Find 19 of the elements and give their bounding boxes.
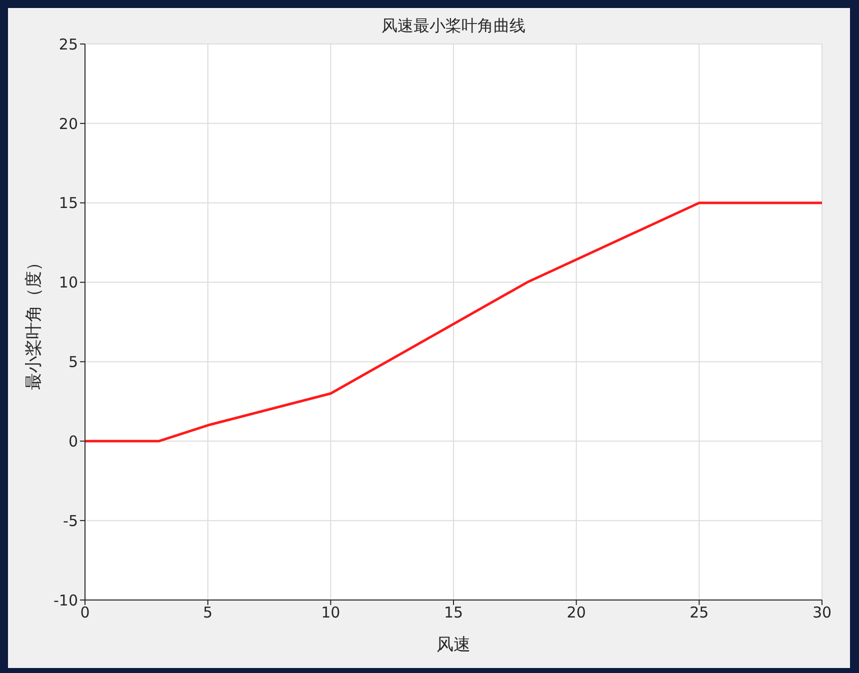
- y-tick-label: -10: [54, 591, 78, 610]
- y-tick-label: -5: [63, 512, 78, 530]
- line-series: [85, 202, 822, 442]
- x-tick-label: 10: [321, 604, 340, 622]
- y-tick-label: 0: [68, 432, 78, 450]
- x-tick-label: 25: [690, 604, 709, 622]
- x-tick-label: 0: [80, 604, 90, 622]
- x-axis-title: 风速: [436, 635, 470, 655]
- y-tick-label: 25: [58, 35, 78, 54]
- y-tick-label: 15: [58, 194, 78, 212]
- x-tick-label: 5: [203, 604, 213, 622]
- y-axis-title: 最小桨叶角（度）: [24, 254, 44, 390]
- y-tick-label: 10: [58, 274, 78, 292]
- chart-title: 风速最小桨叶角曲线: [380, 16, 526, 37]
- y-tick-label: 5: [68, 353, 78, 372]
- y-tick-label: 20: [58, 114, 78, 133]
- x-tick-label: 30: [812, 604, 832, 622]
- x-tick-label: 20: [566, 604, 586, 622]
- x-tick-label: 15: [444, 604, 464, 622]
